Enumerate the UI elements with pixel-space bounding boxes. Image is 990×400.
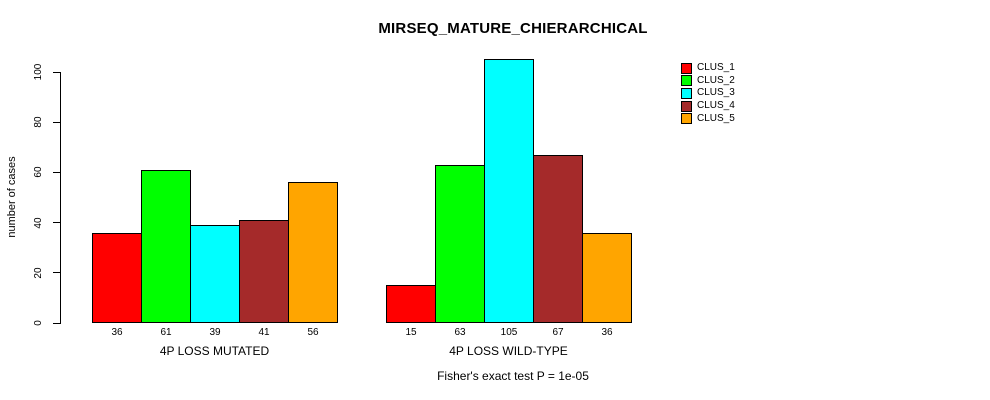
legend-item: CLUS_3 bbox=[681, 87, 735, 100]
y-tick bbox=[53, 121, 60, 123]
bar-value-label: 56 bbox=[307, 327, 319, 338]
bar-value-label: 36 bbox=[601, 327, 613, 338]
legend-item: CLUS_5 bbox=[681, 112, 735, 125]
y-tick-label: 20 bbox=[33, 267, 44, 279]
legend-label: CLUS_1 bbox=[697, 62, 735, 74]
group-label: 4P LOSS MUTATED bbox=[159, 344, 270, 358]
y-tick-label: 80 bbox=[33, 116, 44, 128]
chart-title: MIRSEQ_MATURE_CHIERARCHICAL bbox=[378, 20, 648, 37]
bar-value-label: 36 bbox=[111, 327, 123, 338]
y-axis-line bbox=[60, 72, 61, 324]
legend-label: CLUS_3 bbox=[697, 87, 735, 99]
group-label: 4P LOSS WILD-TYPE bbox=[449, 344, 568, 358]
bar-clus_2-group1 bbox=[141, 169, 191, 323]
y-tick-label: 0 bbox=[33, 320, 44, 326]
bar-clus_5-group1 bbox=[288, 182, 338, 323]
bar-value-label: 105 bbox=[500, 327, 518, 338]
legend-item: CLUS_4 bbox=[681, 100, 735, 113]
y-tick bbox=[53, 322, 60, 324]
legend-label: CLUS_4 bbox=[697, 100, 735, 112]
legend-swatch-clus_4 bbox=[681, 100, 692, 112]
legend-swatch-clus_1 bbox=[681, 62, 692, 74]
bar-clus_2-group2 bbox=[435, 164, 485, 323]
legend-label: CLUS_2 bbox=[697, 74, 735, 86]
bar-value-label: 15 bbox=[405, 327, 417, 338]
y-tick-label: 60 bbox=[33, 166, 44, 178]
y-tick bbox=[53, 71, 60, 73]
legend-swatch-clus_5 bbox=[681, 113, 692, 125]
bar-value-label: 39 bbox=[209, 327, 221, 338]
y-tick bbox=[53, 272, 60, 274]
bar-value-label: 67 bbox=[552, 327, 564, 338]
legend-swatch-clus_2 bbox=[681, 75, 692, 87]
chart-subtitle: Fisher's exact test P = 1e-05 bbox=[437, 369, 589, 383]
legend-label: CLUS_5 bbox=[697, 112, 735, 124]
y-tick bbox=[53, 222, 60, 224]
y-tick bbox=[53, 171, 60, 173]
bar-clus_3-group1 bbox=[190, 225, 240, 323]
bar-value-label: 41 bbox=[258, 327, 270, 338]
bar-clus_3-group2 bbox=[484, 59, 534, 323]
bar-clus_1-group2 bbox=[386, 285, 436, 323]
legend-item: CLUS_1 bbox=[681, 62, 735, 75]
bar-clus_1-group1 bbox=[92, 232, 142, 323]
bar-clus_4-group1 bbox=[239, 220, 289, 323]
bar-clus_5-group2 bbox=[582, 232, 632, 323]
y-axis-label: number of cases bbox=[6, 156, 18, 238]
bar-clus_4-group2 bbox=[533, 154, 583, 323]
y-tick-label: 40 bbox=[33, 217, 44, 229]
bar-value-label: 61 bbox=[160, 327, 172, 338]
bar-value-label: 63 bbox=[454, 327, 466, 338]
legend-swatch-clus_3 bbox=[681, 87, 692, 99]
y-tick-label: 100 bbox=[33, 63, 44, 81]
legend-item: CLUS_2 bbox=[681, 75, 735, 88]
legend: CLUS_1 CLUS_2 CLUS_3 CLUS_4 CLUS_5 bbox=[681, 62, 735, 125]
